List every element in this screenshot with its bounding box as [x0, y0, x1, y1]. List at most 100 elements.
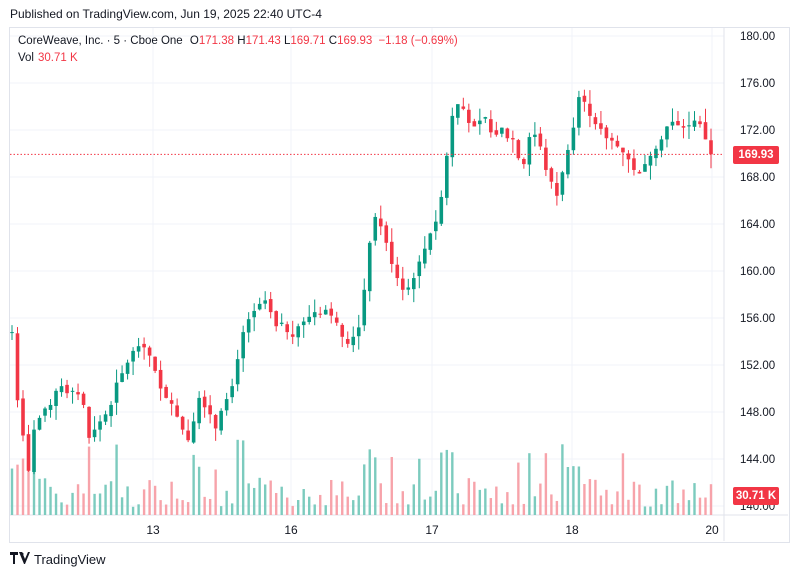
candle-body	[114, 382, 119, 403]
volume-bar	[346, 496, 349, 515]
volume-bar	[456, 493, 460, 515]
volume-bar	[407, 504, 410, 515]
candle-body	[164, 386, 168, 398]
candle-body	[208, 405, 212, 415]
volume-value: 30.71 K	[38, 52, 78, 64]
volume-bar	[153, 485, 157, 515]
candle-body	[527, 137, 532, 165]
volume-bar	[285, 497, 289, 515]
volume-bar	[341, 481, 344, 515]
candle-body	[692, 120, 697, 127]
volume-bar	[401, 491, 404, 515]
candle-body	[131, 350, 135, 362]
candle-body	[59, 386, 64, 393]
volume-bar	[561, 444, 564, 515]
candle-body	[456, 104, 460, 118]
published-caption: Published on TradingView.com, Jun 19, 20…	[10, 7, 322, 21]
candle-series	[10, 89, 713, 475]
volume-bar	[137, 504, 140, 515]
candle-body	[538, 133, 543, 147]
candle-body	[98, 421, 102, 430]
volume-bar	[225, 490, 228, 515]
legend-high-value: 171.43	[245, 35, 281, 47]
volume-bar	[434, 490, 438, 515]
volume-bar	[82, 493, 85, 515]
last-volume-tag: 30.71 K	[733, 487, 779, 505]
candle-body	[142, 343, 146, 348]
volume-bar	[302, 489, 305, 515]
candle-body	[180, 416, 185, 430]
candle-body	[687, 125, 691, 127]
candle-body	[213, 415, 218, 429]
candle-body	[153, 356, 157, 371]
candle-body	[659, 139, 664, 151]
volume-bar	[175, 498, 179, 515]
legend-low-value: 169.71	[290, 35, 326, 47]
volume-bar	[109, 481, 113, 515]
volume-bar	[54, 493, 58, 515]
footer-brand[interactable]: TradingView	[10, 552, 106, 567]
volume-bar	[599, 495, 603, 515]
legend-close-label: C	[328, 35, 338, 47]
candle-body	[21, 398, 25, 436]
volume-bar	[478, 489, 482, 515]
volume-series	[10, 439, 713, 515]
volume-bar	[230, 503, 234, 515]
candle-body	[483, 117, 488, 119]
candle-body	[274, 311, 278, 327]
candle-body	[494, 130, 499, 135]
volume-bar	[192, 454, 195, 515]
candle-body	[175, 405, 179, 417]
volume-bar	[148, 480, 151, 515]
volume-bar	[698, 497, 702, 515]
volume-bar	[682, 489, 685, 515]
volume-bar	[263, 484, 267, 515]
candle-body	[103, 414, 108, 422]
volume-bar	[352, 500, 355, 515]
candle-body	[604, 127, 609, 139]
volume-bar	[649, 506, 652, 515]
volume-bar	[43, 478, 47, 515]
volume-bar	[269, 480, 272, 515]
candle-body	[378, 218, 383, 227]
volume-bar	[170, 481, 173, 515]
volume-bar	[247, 483, 250, 515]
candle-body	[643, 164, 647, 172]
volume-bar	[21, 458, 25, 515]
candle-body	[478, 120, 482, 125]
volume-bar	[539, 483, 542, 515]
candle-body	[389, 241, 394, 264]
volume-bar	[489, 498, 493, 515]
x-tick-label: 17	[425, 523, 439, 537]
y-tick-label: 156.00	[740, 313, 775, 325]
candle-body	[593, 117, 598, 125]
volume-bar	[76, 484, 80, 515]
x-tick-label: 16	[284, 523, 298, 537]
volume-bar	[671, 480, 674, 515]
volume-bar	[660, 504, 663, 515]
y-tick-label: 148.00	[740, 407, 775, 419]
volume-bar	[506, 492, 509, 515]
legend-symbol: CoreWeave, Inc. · 5 · Cboe One	[18, 35, 183, 47]
candle-body	[230, 386, 234, 398]
candle-body	[406, 287, 411, 290]
volume-bar	[131, 506, 135, 515]
volume-bar	[27, 452, 30, 515]
candle-body	[665, 126, 669, 140]
volume-bar	[120, 497, 124, 515]
y-tick-label: 160.00	[740, 266, 775, 278]
candle-body	[709, 140, 713, 155]
volume-bar	[10, 468, 14, 515]
candle-body	[698, 121, 702, 125]
volume-bar	[324, 505, 327, 515]
volume-bar	[385, 503, 388, 515]
volume-bar	[693, 483, 696, 515]
candle-body	[472, 121, 477, 127]
y-tick-label: 180.00	[740, 31, 775, 43]
volume-bar	[236, 439, 239, 515]
legend-change: −1.18 (−0.69%)	[378, 35, 458, 47]
candle-body	[637, 171, 642, 174]
candle-body	[445, 155, 449, 198]
volume-bar	[396, 503, 399, 515]
